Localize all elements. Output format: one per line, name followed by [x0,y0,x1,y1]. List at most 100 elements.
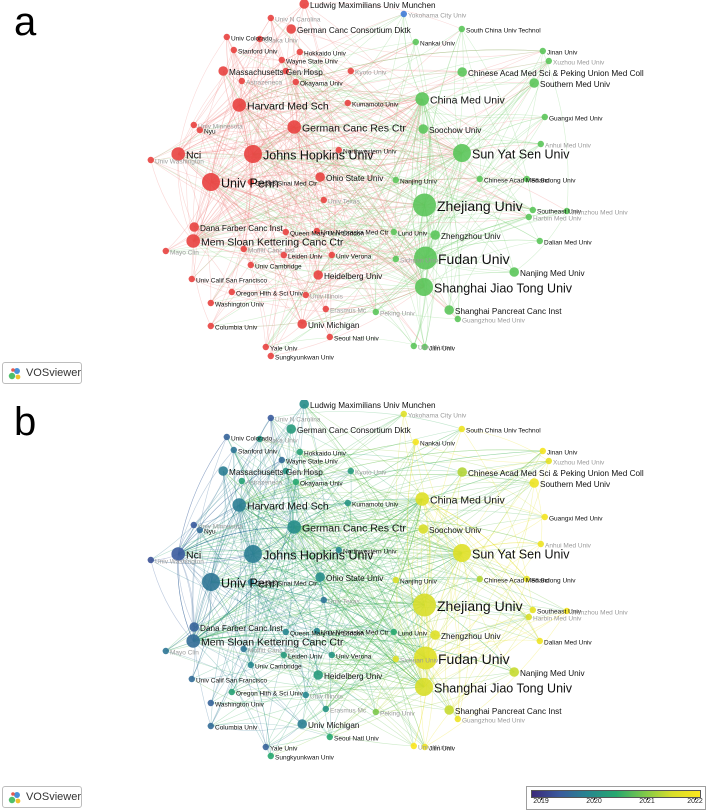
node-kumamoto-univ[interactable] [344,99,351,107]
node-univ-n-carolina[interactable] [267,414,274,422]
node-heidelberg-univ[interactable] [313,670,324,680]
node-nanjing-med-univ[interactable] [509,667,519,677]
node-johns-hopkins-univ[interactable] [244,145,262,163]
node-german-canc-res-ctr[interactable] [287,120,302,134]
node-mayo-clin[interactable] [162,647,169,655]
node-univ-illinois[interactable] [302,291,309,299]
node-harbin-med-univ[interactable] [525,213,532,221]
node-univ-michigan[interactable] [297,719,308,729]
node-ludwig-maximilians-univ-munchen[interactable] [299,0,309,9]
node-queen-mary-univ-london[interactable] [282,628,289,636]
node-erasmus-mc[interactable] [322,305,329,313]
node-erasmus-mc[interactable] [322,705,329,713]
node-nankai-univ[interactable] [412,438,419,446]
node-osaka-univ[interactable] [256,435,263,443]
node-lund-univ[interactable] [390,628,397,636]
node-peking-univ[interactable] [372,308,379,316]
node-shanghai-pancreat-canc-inst[interactable] [444,705,455,715]
node-chinese-acad-med-sci[interactable] [476,175,483,183]
node-china-med-univ[interactable] [415,92,430,106]
node-shanghai-jiao-tong-univ[interactable] [415,278,433,296]
node-oregon-hlth-sci-univ[interactable] [228,288,235,296]
node-oregon-hlth-sci-univ[interactable] [228,688,235,696]
node-univ-turin[interactable] [282,467,289,475]
node-astrazeneca[interactable] [238,477,245,485]
node-dana-farber-canc-inst[interactable] [189,222,199,232]
node-univ-colorado[interactable] [223,33,230,41]
node-osaka-univ[interactable] [256,35,263,43]
node-nanjing-med-univ[interactable] [509,267,519,277]
node-hokkaido-univ[interactable] [296,448,303,456]
node-yale-univ[interactable] [262,743,269,751]
node-astrazeneca[interactable] [238,77,245,85]
node-xuzhou-med-univ[interactable] [545,457,552,465]
node-jilin-univ[interactable] [421,743,428,751]
node-univ-wuhan[interactable] [410,742,417,750]
node-fudan-univ[interactable] [414,246,437,270]
node-stanford-univ[interactable] [230,446,237,454]
node-peking-univ[interactable] [372,708,379,716]
node-mem-sloan-kettering-canc-ctr[interactable] [186,234,200,248]
node-johns-hopkins-univ[interactable] [244,545,262,563]
node-guangxi-med-univ[interactable] [541,513,548,521]
node-univ-penn[interactable] [202,173,220,191]
node-zhengzhou-univ[interactable] [430,230,441,240]
node-ohio-state-univ[interactable] [315,572,326,582]
node-univ-calif-san-francisco[interactable] [188,275,195,283]
node-guangxi-med-univ[interactable] [541,113,548,121]
node-jinan-univ[interactable] [539,47,546,55]
node-northwestern-univ[interactable] [335,146,342,154]
node-univ-washington[interactable] [147,556,154,564]
node-univ-verona[interactable] [328,251,335,259]
node-univ-texas[interactable] [320,196,327,204]
node-shanghai-jiao-tong-univ[interactable] [415,678,433,696]
node-shandong-univ[interactable] [523,575,530,583]
node-columbia-univ[interactable] [207,722,214,730]
node-german-canc-res-ctr[interactable] [287,520,302,534]
network-map-a[interactable]: Ludwig Maximilians Univ Munchen Univ N Ca… [0,0,709,390]
node-univ-michigan[interactable] [297,319,308,329]
node-southern-med-univ[interactable] [529,78,539,88]
node-german-canc-consortium-dktk[interactable] [286,24,297,34]
node-sungkyunkwan-univ[interactable] [267,352,274,360]
node-harbin-med-univ[interactable] [525,613,532,621]
node-lund-univ[interactable] [390,228,397,236]
node-univ-nebraska-med-ctr[interactable] [313,227,320,235]
node-leiden-univ[interactable] [280,651,287,659]
node-nci[interactable] [171,147,185,161]
node-nanjing-univ[interactable] [392,576,399,584]
node-univ-cambridge[interactable] [247,661,254,669]
node-zhejiang-univ[interactable] [413,193,436,217]
node-univ-texas[interactable] [320,596,327,604]
node-harvard-med-sch[interactable] [232,98,246,112]
node-kyoto-univ[interactable] [347,67,354,75]
node-zhengzhou-univ[interactable] [430,630,441,640]
node-univ-penn[interactable] [202,573,220,591]
node-southern-med-univ[interactable] [529,478,539,488]
node-univ-calif-san-francisco[interactable] [188,675,195,683]
network-map-b[interactable]: Ludwig Maximilians Univ Munchen Univ N Ca… [0,400,709,790]
node-shanghai-pancreat-canc-inst[interactable] [444,305,455,315]
node-kyoto-univ[interactable] [347,467,354,475]
node-univ-colorado[interactable] [223,433,230,441]
node-univ-turin[interactable] [282,67,289,75]
node-dalian-med-univ[interactable] [536,637,543,645]
node-guangzhou-med-univ[interactable] [454,315,461,323]
node-hokkaido-univ[interactable] [296,48,303,56]
node-seoul-natl-univ[interactable] [326,733,333,741]
node-cedars-sinai-med-ctr[interactable] [247,578,254,586]
node-northwestern-univ[interactable] [335,546,342,554]
node-univ-minnesota[interactable] [190,521,197,529]
node-moffitt-canc-inst[interactable] [240,645,247,653]
node-chinese-acad-med-sci[interactable] [476,575,483,583]
node-nanjing-univ[interactable] [392,176,399,184]
node-guangzhou-med-univ[interactable] [454,715,461,723]
node-chinese-acad-med-sci-peking-union-med-coll[interactable] [457,467,468,477]
node-chinese-acad-med-sci-peking-union-med-coll[interactable] [457,67,468,77]
node-ludwig-maximilians-univ-munchen[interactable] [299,400,309,409]
node-southeast-univ[interactable] [529,606,536,614]
node-washington-univ[interactable] [207,699,214,707]
node-southeast-univ[interactable] [529,206,536,214]
node-univ-cambridge[interactable] [247,261,254,269]
node-soochow-univ[interactable] [418,524,429,534]
